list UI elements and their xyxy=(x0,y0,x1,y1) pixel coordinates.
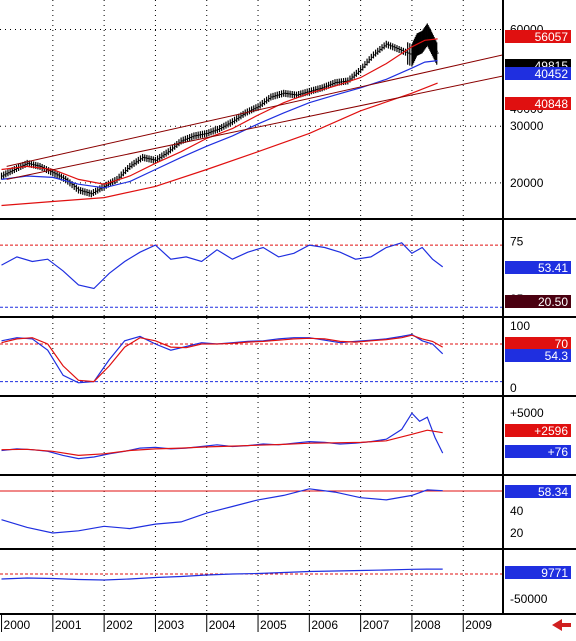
value-tag-text: +76 xyxy=(548,445,569,459)
value-tag xyxy=(505,97,571,110)
value-tag xyxy=(505,337,571,350)
series-line xyxy=(1,334,443,383)
panel-plot xyxy=(0,23,503,207)
value-tag xyxy=(505,295,571,308)
series-line xyxy=(1,60,438,189)
y-tick-label: 20000 xyxy=(510,176,544,190)
value-tag-text: 70 xyxy=(555,337,569,351)
y-tick-label: -50000 xyxy=(510,592,548,606)
series-line xyxy=(1,568,443,581)
value-tag-text: 54.3 xyxy=(545,349,569,363)
series-line xyxy=(1,488,443,534)
y-tick-label: 40 xyxy=(510,504,524,518)
series-line xyxy=(1,82,438,207)
year-label: 2009 xyxy=(465,618,492,632)
series-line xyxy=(1,38,438,185)
value-tag-text: 58.34 xyxy=(538,485,568,499)
value-tag xyxy=(505,445,571,458)
y-tick-label: 100 xyxy=(510,319,530,333)
y-tick-label: 30000 xyxy=(510,119,544,133)
year-label: 2001 xyxy=(55,618,82,632)
value-tag-text: +2596 xyxy=(534,424,568,438)
value-tag-text: 9771 xyxy=(541,566,568,580)
year-label: 2007 xyxy=(363,618,390,632)
series-line xyxy=(1,333,444,384)
y-tick-label: 0 xyxy=(510,381,517,395)
value-tag-text: 56057 xyxy=(535,30,569,44)
y-tick-label: 75 xyxy=(510,235,524,249)
year-label: 2002 xyxy=(106,618,133,632)
back-arrow-icon[interactable] xyxy=(552,619,571,631)
series-line xyxy=(1,412,444,460)
y-tick-label: 20 xyxy=(510,526,524,540)
panel-plot xyxy=(1,568,443,581)
year-label: 2008 xyxy=(414,618,441,632)
value-tag xyxy=(505,485,571,498)
panel-plot xyxy=(1,242,444,290)
year-label: 2006 xyxy=(311,618,338,632)
y-tick-label: +5000 xyxy=(510,406,544,420)
year-label: 2004 xyxy=(209,618,236,632)
value-tag xyxy=(505,566,571,579)
series-line xyxy=(1,429,443,457)
trend-line xyxy=(6,75,503,180)
value-tag-text: 40452 xyxy=(535,67,569,81)
panel-plot xyxy=(1,412,444,460)
panel-plot xyxy=(1,333,444,384)
year-label: 2003 xyxy=(157,618,184,632)
value-tag-text: 40848 xyxy=(535,97,569,111)
value-tag-text: 53.41 xyxy=(538,261,568,275)
value-tag xyxy=(505,349,571,362)
value-tag xyxy=(505,424,571,437)
trend-line xyxy=(6,54,503,167)
year-label: 2000 xyxy=(4,618,31,632)
year-label: 2005 xyxy=(260,618,287,632)
value-tag-text: 20.50 xyxy=(538,295,568,309)
panel-plot xyxy=(1,488,443,534)
series-line xyxy=(1,242,444,290)
value-tag xyxy=(505,261,571,274)
value-tag xyxy=(505,30,571,43)
value-tag xyxy=(505,67,571,80)
